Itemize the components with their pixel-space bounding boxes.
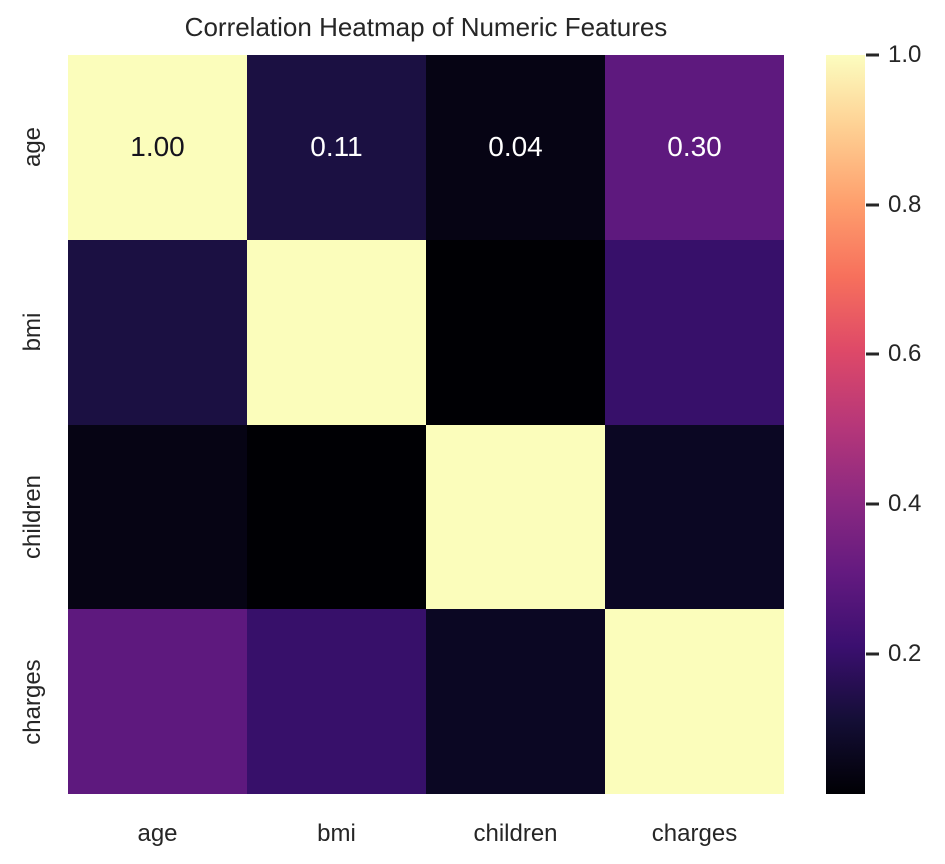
heatmap-cell-age-bmi: 0.11 — [247, 55, 426, 240]
colorbar-tick — [866, 352, 879, 356]
heatmap-cell-children-charges — [605, 424, 784, 610]
x-tick-label-children: children — [473, 820, 558, 847]
x-tick-label-charges: charges — [651, 820, 738, 847]
colorbar-tick-label: 1.0 — [888, 41, 922, 68]
chart-title: Correlation Heatmap of Numeric Features — [184, 12, 668, 42]
colorbar — [826, 55, 865, 794]
x-tick-label-age: age — [137, 820, 178, 847]
cell-annotation: 1.00 — [130, 131, 185, 163]
colorbar-tick — [866, 203, 879, 207]
heatmap-cell-bmi-children — [426, 239, 605, 425]
cell-annotation: 0.04 — [488, 131, 543, 163]
heatmap-cell-bmi-bmi — [247, 239, 426, 425]
cell-annotation: 0.11 — [310, 131, 363, 163]
cell-annotation: 0.30 — [667, 131, 722, 163]
y-tick-label-age: age — [19, 127, 46, 168]
heatmap-cell-children-age — [68, 424, 247, 610]
heatmap-cell-age-charges: 0.30 — [605, 55, 784, 240]
heatmap-cell-charges-children — [426, 609, 605, 794]
x-tick-label-bmi: bmi — [317, 820, 356, 847]
heatmap-cell-charges-age — [68, 609, 247, 794]
colorbar-tick — [866, 652, 879, 656]
colorbar-tick-label: 0.2 — [888, 639, 922, 667]
heatmap-cell-bmi-age — [68, 239, 247, 425]
heatmap-grid: 1.00 0.11 0.04 0.30 — [68, 55, 784, 794]
colorbar-tick-label: 0.8 — [888, 190, 922, 218]
y-tick-label-charges: charges — [19, 658, 46, 745]
colorbar-tick — [866, 53, 879, 57]
colorbar-tick — [866, 502, 879, 506]
y-tick-label-bmi: bmi — [19, 312, 46, 352]
colorbar-tick-label: 0.4 — [888, 490, 922, 518]
heatmap-cell-age-age: 1.00 — [68, 55, 247, 240]
heatmap-cell-children-children — [426, 424, 605, 610]
heatmap-cell-bmi-charges — [605, 239, 784, 425]
heatmap-cell-charges-charges — [605, 609, 784, 794]
heatmap-cell-children-bmi — [247, 424, 426, 610]
colorbar-tick-label: 0.6 — [888, 340, 922, 368]
heatmap-cell-age-children: 0.04 — [426, 55, 605, 240]
y-tick-label-children: children — [19, 474, 46, 559]
heatmap-cell-charges-bmi — [247, 609, 426, 794]
